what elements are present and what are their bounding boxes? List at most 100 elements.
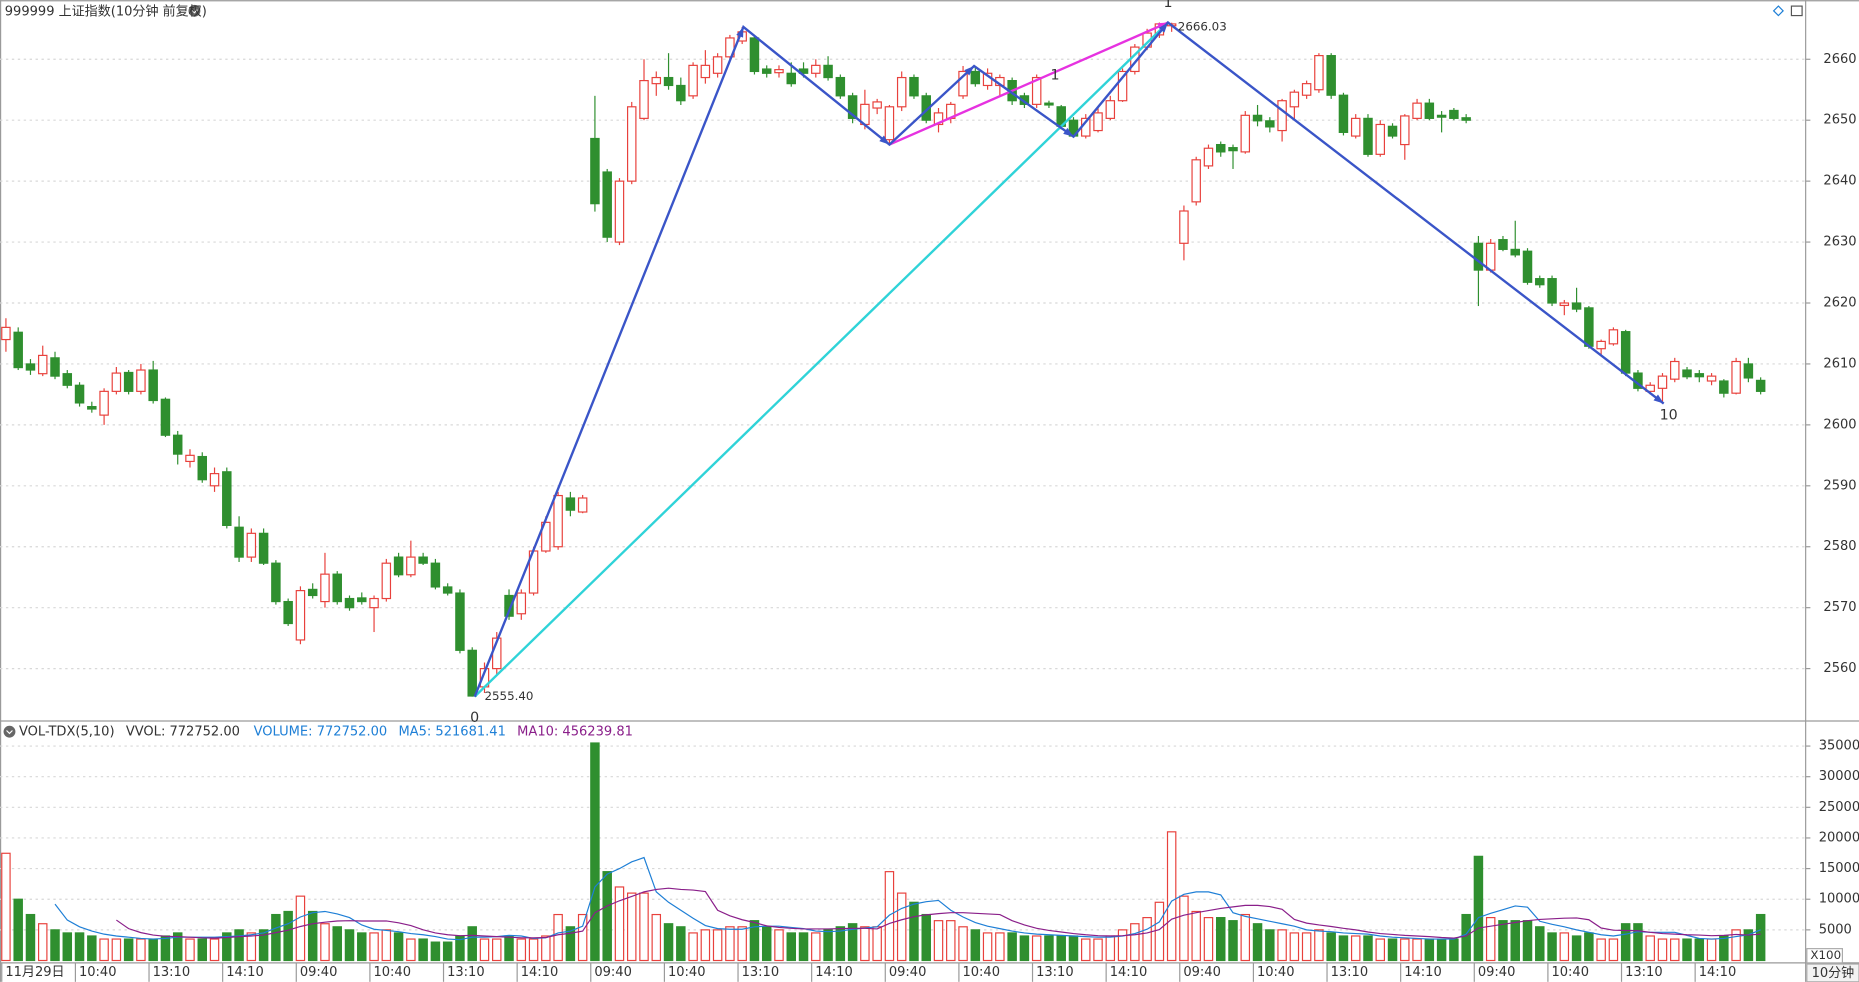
volume-bar bbox=[614, 886, 625, 962]
volume-bar bbox=[565, 926, 576, 962]
volume-bar bbox=[332, 926, 342, 962]
volume-bar bbox=[626, 892, 637, 962]
volume-bar bbox=[528, 938, 539, 962]
volume-bar bbox=[1412, 938, 1422, 962]
candle-body bbox=[1265, 120, 1275, 128]
candle-body bbox=[835, 76, 846, 97]
volume-bar bbox=[1228, 920, 1238, 962]
annotation: 2666.03 bbox=[1178, 19, 1227, 33]
candle-body bbox=[271, 562, 281, 603]
volume-bar bbox=[1547, 932, 1557, 962]
diamond-icon[interactable] bbox=[1772, 5, 1784, 17]
y-tick-label: 2610 bbox=[1823, 356, 1856, 371]
volume-bar bbox=[160, 935, 171, 962]
volume-bar bbox=[13, 898, 23, 962]
y-tick-label: 2660 bbox=[1823, 52, 1856, 67]
volume-bar bbox=[577, 913, 588, 962]
volume-bar bbox=[1571, 935, 1582, 962]
candle-body bbox=[1044, 102, 1054, 106]
candle-body bbox=[663, 76, 674, 87]
volume-bar bbox=[811, 932, 821, 962]
trend-line bbox=[888, 21, 1169, 146]
y-tick-label: 2650 bbox=[1823, 113, 1856, 128]
x-tick-label: 14:10 bbox=[521, 965, 559, 980]
volume-bar bbox=[307, 910, 318, 962]
candle-body bbox=[369, 597, 379, 609]
ma10-value: MA10: 456239.81 bbox=[517, 724, 633, 739]
x-tick-label: 13:10 bbox=[1036, 965, 1074, 980]
candle-body bbox=[1584, 307, 1594, 347]
volume-value: VOLUME: 772752.00 bbox=[254, 724, 388, 739]
volume-bar bbox=[847, 923, 858, 962]
volume-bar bbox=[1400, 938, 1410, 962]
vol-tick-label: 35000 bbox=[1819, 739, 1859, 754]
candle-body bbox=[1547, 278, 1557, 304]
candle-body bbox=[1719, 380, 1729, 394]
vol-tick-label: 20000 bbox=[1819, 830, 1859, 845]
volume-bar bbox=[1620, 923, 1631, 962]
candle-body bbox=[136, 369, 146, 392]
candle-body bbox=[1228, 147, 1238, 152]
candle-body bbox=[1105, 100, 1116, 119]
annotation: 10 bbox=[1660, 408, 1678, 424]
volume-bar bbox=[1, 852, 11, 962]
volume-bar bbox=[1461, 913, 1471, 962]
volume-bar bbox=[209, 938, 220, 962]
candle-body bbox=[222, 471, 232, 527]
candle-body bbox=[197, 455, 208, 481]
window-icon[interactable] bbox=[1790, 5, 1803, 17]
volume-bar bbox=[1265, 929, 1275, 962]
volume-bar bbox=[1093, 938, 1103, 962]
candle-body bbox=[1326, 55, 1336, 96]
volume-bar bbox=[1424, 938, 1435, 962]
volume-bar bbox=[909, 901, 919, 962]
candle-body bbox=[909, 76, 919, 97]
vol-tick-label: 5000 bbox=[1819, 922, 1852, 937]
volume-bar bbox=[1166, 831, 1177, 962]
volume-bar bbox=[982, 932, 993, 962]
candle-body bbox=[209, 473, 220, 487]
candle-body bbox=[1706, 375, 1717, 382]
x-tick-label: 10:40 bbox=[1551, 965, 1589, 980]
volume-unit: X100 bbox=[1810, 948, 1841, 962]
volume-bar bbox=[1301, 932, 1312, 962]
volume-bar bbox=[234, 929, 244, 962]
volume-bar bbox=[921, 913, 931, 962]
annotation: 0 bbox=[470, 710, 479, 726]
x-tick-label: 13:10 bbox=[1625, 965, 1663, 980]
candle-body bbox=[761, 68, 772, 74]
volume-bar bbox=[381, 929, 392, 962]
volume-bar bbox=[676, 926, 686, 962]
candle-body bbox=[896, 76, 907, 108]
candle-body bbox=[1314, 55, 1324, 91]
volume-bar bbox=[1031, 935, 1042, 962]
candle-body bbox=[590, 137, 600, 205]
ma5-value: MA5: 521681.41 bbox=[398, 724, 505, 739]
candle-body bbox=[357, 597, 367, 603]
x-tick-label: 14:10 bbox=[1699, 965, 1737, 980]
volume-bar bbox=[1326, 932, 1336, 962]
candle-body bbox=[25, 363, 36, 371]
candle-body bbox=[393, 556, 404, 576]
candle-body bbox=[1240, 114, 1251, 153]
candle-body bbox=[13, 331, 23, 369]
volume-bar bbox=[1657, 938, 1668, 962]
candle-body bbox=[676, 84, 686, 102]
volume-bar bbox=[185, 938, 195, 962]
candle-body bbox=[258, 532, 269, 564]
volume-bar bbox=[651, 913, 662, 962]
volume-bar bbox=[774, 929, 784, 962]
unit-box bbox=[1806, 948, 1843, 964]
candle-body bbox=[1203, 147, 1214, 167]
volume-bar bbox=[1522, 920, 1533, 962]
candle-body bbox=[442, 586, 453, 594]
volume-bar bbox=[172, 932, 183, 962]
candle-body bbox=[344, 597, 355, 609]
vol-menu-icon[interactable] bbox=[3, 725, 16, 738]
volume-bar bbox=[737, 926, 747, 962]
candle-body bbox=[381, 562, 392, 600]
volume-bar bbox=[1154, 901, 1165, 962]
annotation: 1 bbox=[1163, 0, 1172, 11]
menu-icon[interactable] bbox=[188, 4, 201, 17]
candle-body bbox=[307, 588, 318, 597]
